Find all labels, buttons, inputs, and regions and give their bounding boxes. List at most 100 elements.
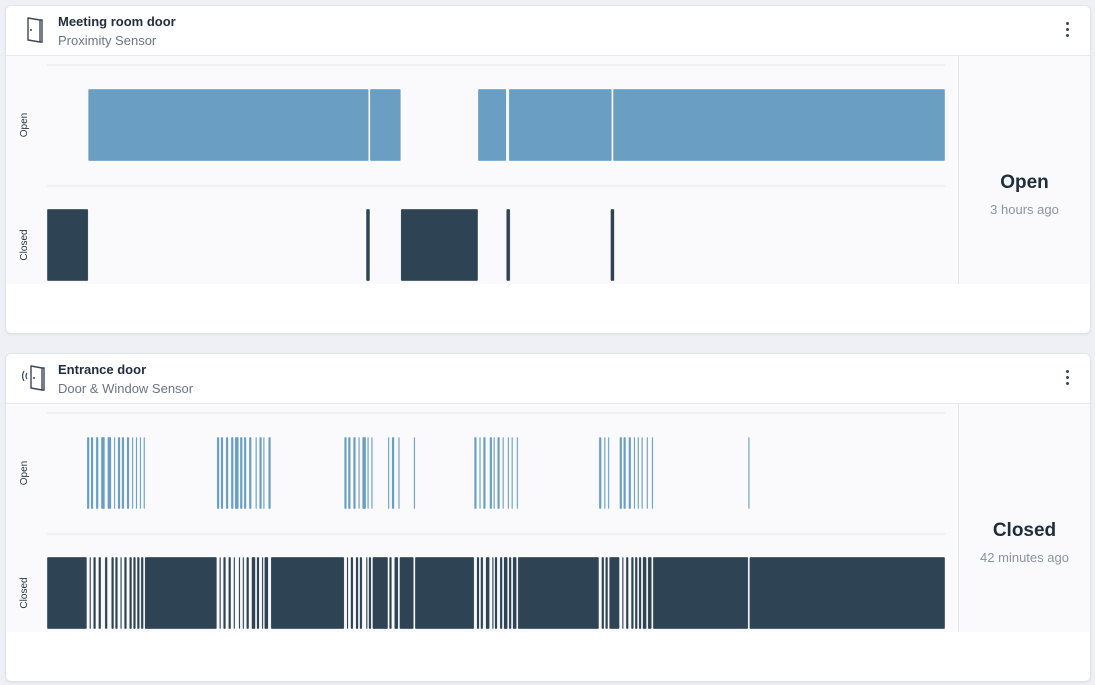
state-bar-closed[interactable] bbox=[238, 556, 241, 630]
state-bar-closed[interactable] bbox=[634, 556, 638, 630]
state-bar-open[interactable] bbox=[139, 436, 142, 510]
state-bar-closed[interactable] bbox=[111, 556, 115, 630]
state-bar-open[interactable] bbox=[612, 88, 946, 162]
state-bar-closed[interactable] bbox=[350, 556, 354, 630]
state-bar-open[interactable] bbox=[493, 436, 496, 510]
state-bar-open[interactable] bbox=[86, 436, 90, 510]
state-bar-open[interactable] bbox=[225, 436, 229, 510]
more-options-button[interactable] bbox=[1056, 18, 1080, 42]
state-bar-open[interactable] bbox=[107, 436, 112, 510]
state-bar-closed[interactable] bbox=[98, 556, 102, 630]
state-bar-closed[interactable] bbox=[394, 556, 399, 630]
state-bar-open[interactable] bbox=[230, 436, 234, 510]
state-bar-open[interactable] bbox=[482, 436, 486, 510]
state-bar-open[interactable] bbox=[511, 436, 514, 510]
state-bar-open[interactable] bbox=[259, 436, 263, 510]
state-bar-closed[interactable] bbox=[115, 556, 118, 630]
state-bar-closed[interactable] bbox=[93, 556, 97, 630]
state-bar-open[interactable] bbox=[131, 436, 134, 510]
state-bar-open[interactable] bbox=[391, 436, 395, 510]
state-bar-open[interactable] bbox=[508, 88, 612, 162]
state-bar-open[interactable] bbox=[398, 436, 400, 510]
state-bar-open[interactable] bbox=[369, 88, 401, 162]
state-bar-closed[interactable] bbox=[242, 556, 245, 630]
state-bar-closed[interactable] bbox=[355, 556, 359, 630]
state-bar-closed[interactable] bbox=[625, 556, 629, 630]
state-bar-open[interactable] bbox=[95, 436, 99, 510]
state-bar-open[interactable] bbox=[362, 436, 367, 510]
state-bar-closed[interactable] bbox=[494, 556, 498, 630]
state-bar-closed[interactable] bbox=[46, 208, 89, 282]
state-bar-open[interactable] bbox=[607, 436, 610, 510]
state-bar-closed[interactable] bbox=[400, 208, 479, 282]
state-bar-closed[interactable] bbox=[480, 556, 484, 630]
state-bar-closed[interactable] bbox=[610, 208, 615, 282]
state-bar-open[interactable] bbox=[87, 88, 369, 162]
state-bar-open[interactable] bbox=[121, 436, 125, 510]
state-bar-open[interactable] bbox=[143, 436, 146, 510]
state-bar-closed[interactable] bbox=[638, 556, 642, 630]
state-bar-closed[interactable] bbox=[642, 556, 647, 630]
state-bar-closed[interactable] bbox=[372, 556, 389, 630]
state-bar-open[interactable] bbox=[243, 436, 247, 510]
state-bar-open[interactable] bbox=[135, 436, 138, 510]
state-bar-closed[interactable] bbox=[647, 556, 652, 630]
state-bar-open[interactable] bbox=[234, 436, 239, 510]
state-bar-open[interactable] bbox=[262, 436, 265, 510]
state-bar-open[interactable] bbox=[598, 436, 602, 510]
state-bar-closed[interactable] bbox=[517, 556, 600, 630]
state-bar-open[interactable] bbox=[641, 436, 644, 510]
state-bar-closed[interactable] bbox=[605, 556, 609, 630]
state-bar-open[interactable] bbox=[646, 436, 649, 510]
state-bar-closed[interactable] bbox=[368, 556, 372, 630]
state-bar-closed[interactable] bbox=[261, 556, 264, 630]
state-bar-open[interactable] bbox=[367, 436, 370, 510]
state-bar-open[interactable] bbox=[216, 436, 220, 510]
state-bar-closed[interactable] bbox=[46, 556, 88, 630]
state-bar-open[interactable] bbox=[239, 436, 243, 510]
state-bar-open[interactable] bbox=[489, 436, 493, 510]
state-bar-closed[interactable] bbox=[609, 556, 620, 630]
state-bar-closed[interactable] bbox=[346, 556, 349, 630]
state-bar-closed[interactable] bbox=[228, 556, 232, 630]
state-bar-open[interactable] bbox=[413, 436, 416, 510]
state-bar-closed[interactable] bbox=[256, 556, 260, 630]
state-bar-open[interactable] bbox=[347, 436, 351, 510]
state-bar-open[interactable] bbox=[113, 436, 116, 510]
state-bar-closed[interactable] bbox=[89, 556, 92, 630]
state-bar-closed[interactable] bbox=[251, 556, 256, 630]
state-bar-closed[interactable] bbox=[652, 556, 749, 630]
state-bar-closed[interactable] bbox=[503, 556, 508, 630]
state-bar-closed[interactable] bbox=[104, 556, 108, 630]
state-bar-open[interactable] bbox=[248, 436, 252, 510]
state-bar-open[interactable] bbox=[255, 436, 258, 510]
state-bar-open[interactable] bbox=[747, 436, 750, 510]
state-bar-closed[interactable] bbox=[233, 556, 236, 630]
state-bar-open[interactable] bbox=[220, 436, 224, 510]
state-bar-open[interactable] bbox=[628, 436, 632, 510]
state-bar-open[interactable] bbox=[473, 436, 477, 510]
state-bar-closed[interactable] bbox=[140, 556, 144, 630]
state-bar-closed[interactable] bbox=[365, 556, 368, 630]
state-bar-closed[interactable] bbox=[264, 556, 269, 630]
state-bar-open[interactable] bbox=[126, 436, 130, 510]
state-bar-closed[interactable] bbox=[219, 556, 222, 630]
state-bar-open[interactable] bbox=[507, 436, 510, 510]
state-bar-closed[interactable] bbox=[476, 556, 480, 630]
state-bar-open[interactable] bbox=[651, 436, 654, 510]
state-bar-closed[interactable] bbox=[749, 556, 946, 630]
state-bar-closed[interactable] bbox=[359, 556, 363, 630]
state-bar-closed[interactable] bbox=[389, 556, 392, 630]
state-bar-open[interactable] bbox=[353, 436, 356, 510]
state-bar-closed[interactable] bbox=[246, 556, 250, 630]
state-bar-open[interactable] bbox=[603, 436, 606, 510]
state-bar-closed[interactable] bbox=[136, 556, 140, 630]
state-bar-closed[interactable] bbox=[414, 556, 475, 630]
state-bar-closed[interactable] bbox=[223, 556, 227, 630]
state-bar-open[interactable] bbox=[117, 436, 121, 510]
state-bar-closed[interactable] bbox=[144, 556, 218, 630]
more-options-button[interactable] bbox=[1056, 366, 1080, 390]
state-bar-closed[interactable] bbox=[630, 556, 634, 630]
state-bar-open[interactable] bbox=[637, 436, 640, 510]
state-bar-closed[interactable] bbox=[491, 556, 494, 630]
